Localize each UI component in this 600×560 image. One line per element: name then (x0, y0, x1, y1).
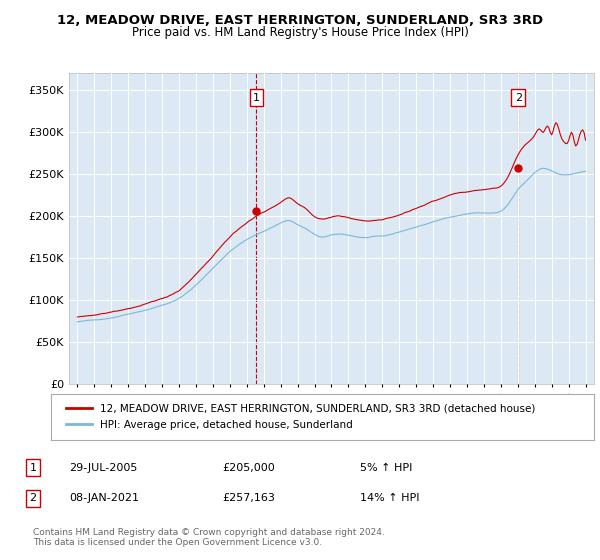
Text: £257,163: £257,163 (222, 493, 275, 503)
Text: 14% ↑ HPI: 14% ↑ HPI (360, 493, 419, 503)
Text: Price paid vs. HM Land Registry's House Price Index (HPI): Price paid vs. HM Land Registry's House … (131, 26, 469, 39)
Text: 2: 2 (515, 92, 522, 102)
Text: 12, MEADOW DRIVE, EAST HERRINGTON, SUNDERLAND, SR3 3RD: 12, MEADOW DRIVE, EAST HERRINGTON, SUNDE… (57, 14, 543, 27)
Legend: 12, MEADOW DRIVE, EAST HERRINGTON, SUNDERLAND, SR3 3RD (detached house), HPI: Av: 12, MEADOW DRIVE, EAST HERRINGTON, SUNDE… (62, 399, 540, 434)
Text: Contains HM Land Registry data © Crown copyright and database right 2024.
This d: Contains HM Land Registry data © Crown c… (33, 528, 385, 547)
Text: 29-JUL-2005: 29-JUL-2005 (69, 463, 137, 473)
Text: 5% ↑ HPI: 5% ↑ HPI (360, 463, 412, 473)
Text: 2: 2 (29, 493, 37, 503)
Text: 08-JAN-2021: 08-JAN-2021 (69, 493, 139, 503)
Text: £205,000: £205,000 (222, 463, 275, 473)
Text: 1: 1 (253, 92, 260, 102)
Text: 1: 1 (29, 463, 37, 473)
